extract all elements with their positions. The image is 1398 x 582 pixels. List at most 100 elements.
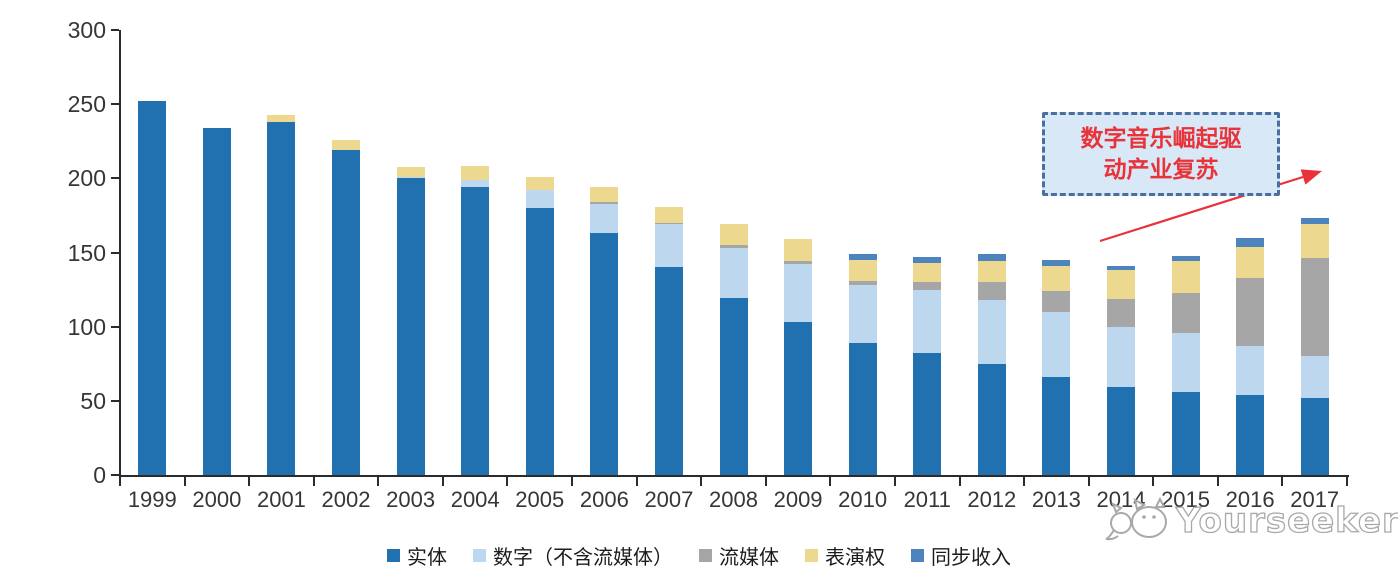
x-axis-tick	[441, 477, 444, 486]
bar-segment-digital	[1042, 311, 1071, 378]
legend-label-streaming: 流媒体	[719, 544, 779, 569]
bar-segment-physical	[590, 233, 619, 475]
bar-segment-sync	[913, 257, 942, 263]
legend-item-streaming: 流媒体	[699, 541, 779, 570]
bar-stack	[977, 30, 1006, 475]
bar-segment-performance	[977, 261, 1006, 283]
bar-segment-streaming	[719, 245, 748, 249]
bar-segment-physical	[1300, 397, 1329, 475]
x-axis-label: 2005	[515, 487, 565, 512]
bar-segment-streaming	[590, 202, 619, 204]
bar-segment-physical	[784, 322, 813, 475]
legend-item-performance: 表演权	[805, 541, 885, 570]
bar-segment-digital	[396, 176, 425, 179]
bar-segment-streaming	[913, 282, 942, 290]
bar-stack	[590, 30, 619, 475]
x-axis-label: 2008	[709, 487, 758, 512]
bar-segment-physical	[1171, 391, 1200, 475]
legend-label-physical: 实体	[407, 544, 447, 569]
bar-segment-physical	[202, 127, 231, 475]
bar-stack	[332, 30, 361, 475]
x-axis-label: 2000	[192, 487, 242, 512]
y-axis-tick	[111, 29, 119, 31]
bar-segment-digital	[1106, 326, 1135, 388]
x-axis-label: 2016	[1225, 487, 1275, 512]
bar-segment-physical	[332, 150, 361, 475]
x-axis-tick	[829, 477, 832, 486]
y-axis-tick-label: 100	[67, 313, 106, 340]
watermark-text: Yourseeker	[1175, 500, 1398, 541]
x-axis-tick	[1216, 477, 1219, 486]
x-axis-label: 2003	[386, 487, 436, 512]
x-axis-line	[119, 475, 1349, 477]
y-axis-tick	[111, 399, 119, 402]
bar-stack	[1106, 30, 1135, 475]
bar-segment-sync	[1300, 218, 1329, 225]
bar-stack	[654, 30, 683, 475]
bar-segment-streaming	[1171, 292, 1200, 333]
legend-item-physical: 实体	[387, 541, 447, 570]
bar-stack	[202, 30, 231, 475]
legend: 实体 数字（不含流媒体） 流媒体 表演权 同步收入	[0, 539, 1398, 571]
bar-segment-sync	[1171, 255, 1200, 262]
bar-segment-sync	[1042, 259, 1071, 266]
y-axis-tick	[111, 103, 119, 106]
x-axis-label: 2012	[967, 487, 1017, 512]
legend-label-digital: 数字（不含流媒体）	[493, 544, 673, 569]
y-axis-tick-label: 0	[93, 462, 106, 488]
bar-segment-performance	[1171, 261, 1200, 293]
x-axis-label: 2013	[1031, 487, 1081, 512]
x-axis-tick	[377, 477, 380, 486]
bar-stack	[1171, 30, 1200, 475]
bar-segment-physical	[654, 267, 683, 475]
bar-segment-digital	[719, 248, 748, 299]
bar-segment-streaming	[1236, 277, 1265, 346]
y-axis-tick-label: 300	[67, 17, 106, 43]
x-axis-label: 2004	[450, 487, 500, 512]
bar-segment-performance	[913, 262, 942, 283]
bar-segment-streaming	[1042, 291, 1071, 312]
bar-segment-physical	[138, 101, 167, 475]
x-axis-tick	[958, 477, 961, 486]
x-axis-tick	[1281, 477, 1284, 486]
legend-label-performance: 表演权	[825, 544, 885, 569]
bar-segment-digital	[848, 285, 877, 343]
bar-segment-streaming	[654, 222, 683, 225]
x-axis-label: 2009	[773, 487, 823, 512]
annotation-callout: 数字音乐崛起驱 动产业复苏	[1042, 112, 1280, 196]
bar-segment-performance	[1236, 246, 1265, 278]
x-axis-label: 2017	[1290, 487, 1340, 512]
x-axis-label: 2015	[1161, 487, 1211, 512]
x-axis-tick	[248, 477, 251, 486]
bar-segment-performance	[654, 206, 683, 223]
bar-segment-digital	[654, 224, 683, 268]
legend-label-sync: 同步收入	[931, 544, 1011, 569]
bar-stack	[913, 30, 942, 475]
bar-stack	[1042, 30, 1071, 475]
bar-segment-digital	[1300, 356, 1329, 398]
x-axis-tick	[183, 477, 186, 486]
bar-segment-physical	[267, 121, 296, 475]
bar-segment-performance	[1300, 224, 1329, 259]
bar-stack	[848, 30, 877, 475]
x-axis-tick	[1152, 477, 1155, 486]
bar-segment-sync	[977, 254, 1006, 262]
legend-item-sync: 同步收入	[911, 541, 1011, 570]
bar-stack	[461, 30, 490, 475]
bar-segment-sync	[1236, 237, 1265, 247]
bar-segment-performance	[461, 166, 490, 180]
x-axis-label: 2006	[579, 487, 629, 512]
bar-segment-digital	[977, 299, 1006, 364]
x-axis-tick	[635, 477, 638, 486]
x-axis-tick	[506, 477, 509, 486]
x-axis-tick	[893, 477, 896, 486]
bar-stack	[525, 30, 554, 475]
watermark: Yourseeker	[1104, 494, 1398, 548]
legend-swatch-sync	[911, 548, 924, 562]
bar-segment-physical	[525, 208, 554, 475]
y-axis-tick	[111, 251, 119, 254]
x-axis-label: 1999	[127, 487, 177, 512]
bar-segment-performance	[267, 114, 296, 122]
bar-segment-streaming	[848, 280, 877, 286]
